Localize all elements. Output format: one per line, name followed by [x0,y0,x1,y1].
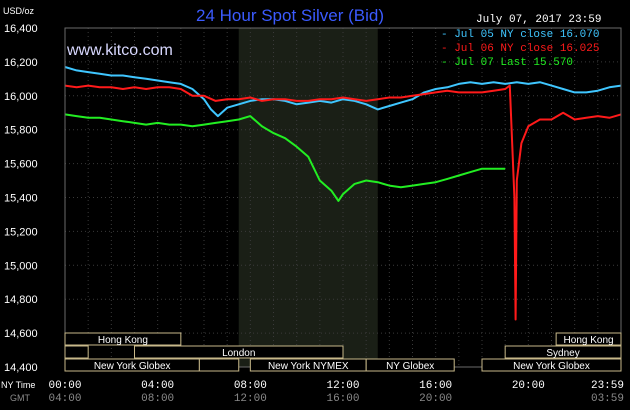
session-bar [365,358,455,372]
x-tick-labels: 00:00 04:00 08:00 12:00 16:00 20:00 23:5904:00… [48,380,624,405]
session-label: NY Globex [386,361,434,372]
session-label: New York Globex [513,361,590,372]
series-lines [64,66,622,321]
x-tick-label: 08:00 [234,380,267,392]
y-tick-label: 16,000 [4,91,38,103]
session-bars: Hong Kong Hong Kong London Sydney New York G… [64,332,622,372]
y-tick-label: 16,200 [4,57,38,69]
y-tick-label: 15,200 [4,226,38,238]
legend-entry: - Jul 07 Last 15.570 [441,57,573,69]
y-tick-label: 15,400 [4,193,38,205]
x-tick-label-gmt: 20:00 [419,393,452,405]
y-tick-label: 16,400 [4,23,38,35]
x-tick-label-gmt: 03:59 [591,393,624,405]
x-tick-label-gmt: 12:00 [234,393,267,405]
x-tick-label-gmt: 16:00 [326,393,359,405]
session-bar [64,332,182,346]
x-tick-label-gmt: 04:00 [48,393,81,405]
highlight-band [238,28,378,367]
x-tick-label: 20:00 [512,380,545,392]
y-tick-label: 15,000 [4,260,38,272]
legend-entry: - Jul 06 NY close 16.025 [441,43,599,55]
session-label: New York NYMEX [268,361,349,372]
x-tick-label: 00:00 [48,380,81,392]
x-tick-label-gmt: 08:00 [141,393,174,405]
chart-title: 24 Hour Spot Silver (Bid) [196,6,384,25]
y-tick-labels: 16,400 16,200 16,000 15,800 15,600 15,400 15,2… [4,23,38,374]
y-axis-unit: USD/oz [3,6,35,16]
legend: - Jul 05 NY close 16.070 - Jul 06 NY clos… [441,29,599,69]
session-bar [555,332,622,346]
y-tick-label: 15,600 [4,159,38,171]
series-line [64,66,622,118]
watermark: www.kitco.com [66,42,173,59]
chart-date: July 07, 2017 23:59 [476,14,601,26]
y-tick-label: 14,800 [4,294,38,306]
y-tick-label: 15,800 [4,125,38,137]
session-bar [134,345,344,359]
session-label: London [222,348,255,359]
session-label: Sydney [546,348,579,359]
x-tick-label: 16:00 [419,380,452,392]
session-bar [64,345,89,359]
x-row-label-gmt: GMT [10,393,30,403]
session-bar [504,345,622,359]
y-tick-label: 14,400 [4,362,38,374]
series-line [64,84,622,321]
session-bar [198,358,240,372]
session-label: Hong Kong [564,335,614,346]
series-line [64,113,506,202]
x-tick-label: 04:00 [141,380,174,392]
x-tick-label: 23:59 [591,380,624,392]
session-label: Hong Kong [98,335,148,346]
x-tick-label: 12:00 [326,380,359,392]
y-tick-label: 14,600 [4,328,38,340]
legend-entry: - Jul 05 NY close 16.070 [441,29,599,41]
session-bar [481,358,622,372]
x-row-label-ny: NY Time [1,380,35,390]
session-label: New York Globex [94,361,171,372]
